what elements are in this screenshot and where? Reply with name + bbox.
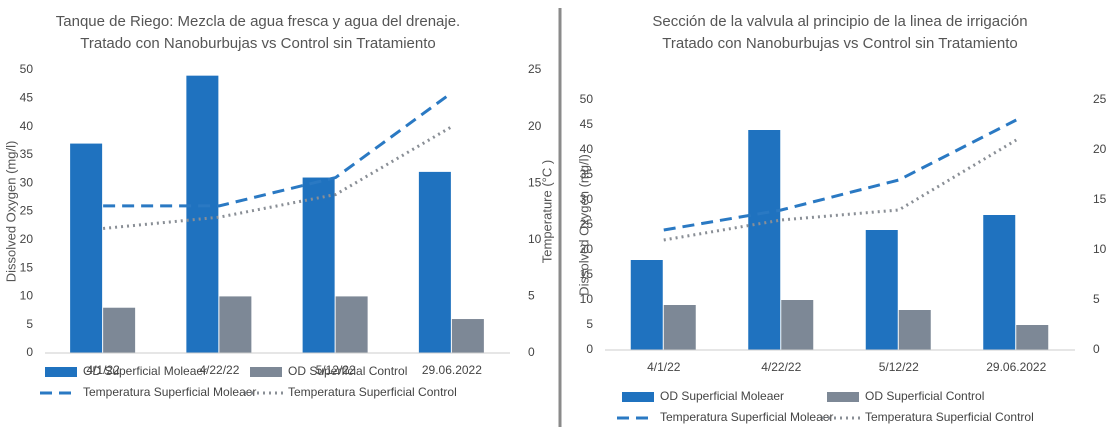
legend-symbol: [45, 367, 77, 377]
chart-title: Tanque de Riego: Mezcla de agua fresca y…: [56, 13, 460, 30]
y-tick-label: 5: [26, 317, 33, 331]
bar: [748, 130, 781, 350]
legend-label: OD Superficial Moleaer: [83, 364, 207, 378]
x-tick-label: 4/22/22: [761, 360, 801, 374]
line: [663, 138, 1018, 242]
y-tick-label: 10: [20, 289, 34, 303]
y-tick-label: 30: [580, 192, 594, 206]
y2-tick-label: 5: [1093, 292, 1100, 306]
chart-title: Tratado con Nanoburbujas vs Control sin …: [662, 35, 1017, 52]
bar: [983, 215, 1016, 350]
line: [103, 91, 453, 208]
y-tick-label: 25: [580, 217, 594, 231]
y-tick-label: 5: [586, 317, 593, 331]
y-tick-label: 25: [20, 204, 34, 218]
y2-tick-label: 20: [1093, 142, 1107, 156]
legend-label: OD Superficial Moleaer: [660, 389, 784, 403]
legend-label: OD Superficial Control: [865, 389, 984, 403]
bar: [219, 296, 252, 353]
y2-tick-label: 25: [528, 62, 542, 76]
y-tick-label: 20: [580, 242, 594, 256]
y-axis-label: Dissolved Oxygen (mg/l): [576, 154, 591, 296]
y2-tick-label: 5: [528, 289, 535, 303]
bar: [186, 75, 219, 353]
x-tick-label: 29.06.2022: [422, 363, 482, 377]
y-tick-label: 10: [580, 292, 594, 306]
bar: [1016, 325, 1049, 350]
x-tick-label: 5/12/22: [879, 360, 919, 374]
legend-symbol: [250, 367, 282, 377]
y-tick-label: 45: [580, 117, 594, 131]
legend-label: Temperatura Superficial Control: [865, 410, 1034, 424]
chart-title: Sección de la valvula al principio de la…: [652, 13, 1027, 30]
y-axis-label: Dissolved Oxygen (mg/l): [3, 141, 18, 283]
y-tick-label: 40: [580, 142, 594, 156]
chart-title: Tratado con Nanoburbujas vs Control sin …: [80, 35, 435, 52]
y-tick-label: 40: [20, 119, 34, 133]
y-tick-label: 50: [580, 92, 594, 106]
y2-tick-label: 15: [528, 175, 542, 189]
y2-tick-label: 0: [528, 345, 535, 359]
y-tick-label: 0: [26, 345, 33, 359]
x-tick-label: 4/22/22: [199, 363, 239, 377]
line: [102, 125, 453, 230]
y2-tick-label: 20: [528, 119, 542, 133]
bar: [630, 260, 663, 350]
legend-label: Temperatura Superficial Moleaer: [660, 410, 833, 424]
legend-symbol: [827, 392, 859, 402]
legend-label: Temperatura Superficial Control: [288, 385, 457, 399]
bar: [70, 143, 103, 353]
y-tick-label: 45: [20, 90, 34, 104]
y2-tick-label: 15: [1093, 192, 1107, 206]
y-tick-label: 0: [586, 342, 593, 356]
legend-label: Temperatura Superficial Moleaer: [83, 385, 256, 399]
y-tick-label: 15: [20, 260, 34, 274]
y2-tick-label: 0: [1093, 342, 1100, 356]
bar: [451, 319, 484, 353]
bar: [898, 310, 931, 350]
x-tick-label: 4/1/22: [86, 363, 120, 377]
y-tick-label: 35: [580, 167, 594, 181]
bar: [418, 171, 451, 353]
bar: [302, 177, 335, 353]
line: [663, 118, 1017, 232]
y-tick-label: 15: [580, 267, 594, 281]
bar: [335, 296, 368, 353]
y2-tick-label: 10: [528, 232, 542, 246]
x-tick-label: 29.06.2022: [986, 360, 1046, 374]
y2-tick-label: 10: [1093, 242, 1107, 256]
bar: [781, 300, 814, 350]
y2-axis-label: Temperature (°C ): [539, 160, 554, 263]
bar: [663, 305, 696, 350]
y-tick-label: 20: [20, 232, 34, 246]
bar: [103, 307, 136, 353]
x-tick-label: 5/12/22: [316, 363, 356, 377]
y-tick-label: 35: [20, 147, 34, 161]
x-tick-label: 4/1/22: [647, 360, 681, 374]
legend-label: OD Superficial Control: [288, 364, 407, 378]
y2-tick-label: 25: [1093, 92, 1107, 106]
bar: [865, 230, 898, 350]
y-tick-label: 30: [20, 175, 34, 189]
legend-symbol: [622, 392, 654, 402]
y-tick-label: 50: [20, 62, 34, 76]
